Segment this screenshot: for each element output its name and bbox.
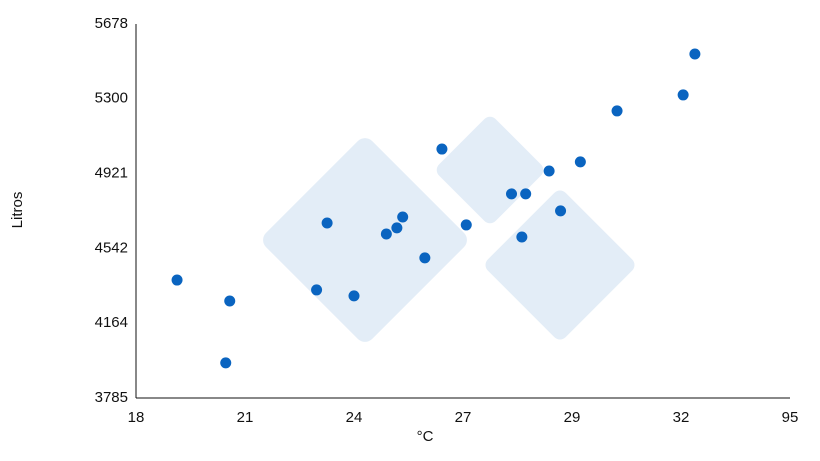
y-tick-label: 4921 bbox=[95, 165, 128, 182]
x-tick-label: 24 bbox=[346, 409, 363, 426]
watermark-diamond bbox=[485, 190, 635, 340]
point bbox=[224, 295, 236, 307]
point bbox=[380, 228, 392, 240]
watermark-diamond bbox=[436, 116, 544, 224]
point bbox=[555, 205, 567, 217]
x-tick-label: 29 bbox=[564, 409, 581, 426]
y-axis-label: Litros bbox=[9, 192, 26, 229]
x-axis-label: °C bbox=[417, 428, 434, 445]
point bbox=[506, 188, 518, 200]
point bbox=[516, 231, 528, 243]
point bbox=[391, 222, 403, 234]
watermark bbox=[263, 116, 635, 342]
x-tick-label: 32 bbox=[673, 409, 690, 426]
point bbox=[436, 143, 448, 155]
x-tick-label: 18 bbox=[128, 409, 145, 426]
point bbox=[419, 252, 431, 264]
point bbox=[348, 290, 360, 302]
y-tick-label: 5300 bbox=[95, 90, 128, 107]
x-tick-label: 95 bbox=[782, 409, 799, 426]
y-tick-label: 4542 bbox=[95, 239, 128, 256]
point bbox=[611, 105, 623, 117]
point bbox=[689, 48, 701, 60]
point bbox=[520, 188, 532, 200]
x-tick-label: 27 bbox=[455, 409, 472, 426]
point bbox=[171, 274, 183, 286]
point bbox=[460, 219, 472, 231]
point bbox=[311, 284, 323, 296]
point bbox=[677, 89, 689, 101]
point bbox=[397, 211, 409, 223]
point bbox=[574, 156, 586, 168]
y-tick-label: 3785 bbox=[95, 389, 128, 406]
point bbox=[321, 217, 333, 229]
point bbox=[220, 357, 232, 369]
point bbox=[543, 165, 555, 177]
y-tick-label: 5678 bbox=[95, 15, 128, 32]
x-tick-label: 21 bbox=[237, 409, 254, 426]
y-tick-label: 4164 bbox=[95, 314, 128, 331]
